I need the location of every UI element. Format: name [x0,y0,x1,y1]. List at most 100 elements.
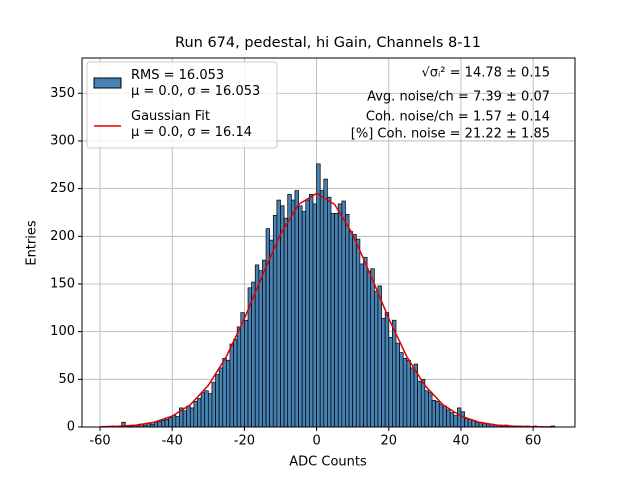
x-axis-label: ADC Counts [289,455,367,470]
bar [287,193,292,428]
bar [229,343,234,428]
annotation: [%] Coh. noise = 21.22 ± 1.85 [351,127,550,142]
bar [446,409,451,428]
bar [467,419,473,428]
x-tick-label: 0 [312,434,320,449]
bar [402,357,408,428]
bar [182,410,188,428]
bar [388,337,393,428]
bar [204,390,209,428]
bar [189,407,195,428]
legend-box [86,61,278,149]
bar [359,263,364,428]
bar [258,270,263,428]
bar [319,190,325,428]
bar [168,417,173,428]
bar [431,399,437,428]
bar [211,381,216,428]
bar [399,352,404,428]
bar [240,312,245,428]
bar [377,285,382,428]
bar [323,178,328,428]
bar [153,421,159,428]
y-tick-label: 100 [50,324,75,339]
bar [464,418,469,428]
bar [222,357,227,428]
bar [175,416,180,428]
bar [381,317,386,428]
bar [392,319,397,428]
y-tick-label: 350 [50,86,75,101]
bar [420,378,426,428]
legend-patch [93,77,122,89]
bar [348,231,354,428]
bar [233,338,238,428]
bar [475,421,480,428]
bar [290,199,296,428]
bar [226,359,231,428]
bar [363,256,368,428]
bar [341,200,346,428]
bar [283,217,289,428]
y-tick-label: 150 [50,276,75,291]
x-tick-label: 60 [525,434,542,449]
x-tick-label: -40 [162,434,183,449]
bar [193,400,198,428]
bar [280,205,285,428]
bar [334,213,339,428]
bar [442,405,447,428]
bar [449,412,455,428]
bar [337,203,343,428]
bar [456,407,462,428]
bar [262,259,267,428]
bar [269,239,274,428]
y-tick-label: 0 [67,420,75,435]
annotation: Avg. noise/ch = 7.39 ± 0.07 [367,90,550,105]
bar [428,392,433,428]
y-tick-label: 50 [58,372,75,387]
annotation: Coh. noise/ch = 1.57 ± 0.14 [366,110,550,125]
bar [215,374,220,428]
bar [355,238,361,428]
bar [435,400,440,428]
bar [309,193,314,428]
bar [186,405,191,428]
bar [352,234,357,428]
plot-frame [81,57,576,428]
x-tick-label: -20 [234,434,255,449]
y-tick-label: 200 [50,229,75,244]
bar [453,415,458,428]
x-tick-label: -60 [89,434,110,449]
bar [460,411,465,428]
bar [330,213,335,428]
bar [312,203,317,428]
bar [417,380,422,428]
legend-label: Gaussian Fit μ = 0.0, σ = 16.14 [131,109,252,140]
bar [236,326,242,428]
bar [316,163,321,428]
fit-line [100,192,552,428]
bar [197,398,202,428]
bar [438,403,444,428]
bar [298,205,303,428]
bar [410,367,415,428]
bar [244,319,249,428]
y-tick-label: 250 [50,181,75,196]
chart-title: Run 674, pedestal, hi Gain, Channels 8-1… [175,35,481,51]
bar [305,199,310,428]
bar [251,281,256,428]
bar [200,392,206,428]
bar [384,312,390,428]
bar [161,419,166,428]
bar [373,291,379,428]
bar [294,190,299,428]
bar [366,271,372,428]
bar [327,196,332,428]
bar [370,268,375,428]
bar [171,415,177,428]
bar [301,211,307,428]
legend-label: RMS = 16.053 μ = 0.0, σ = 16.053 [131,68,260,99]
y-axis-label: Entries [25,220,40,266]
bar [424,390,429,428]
